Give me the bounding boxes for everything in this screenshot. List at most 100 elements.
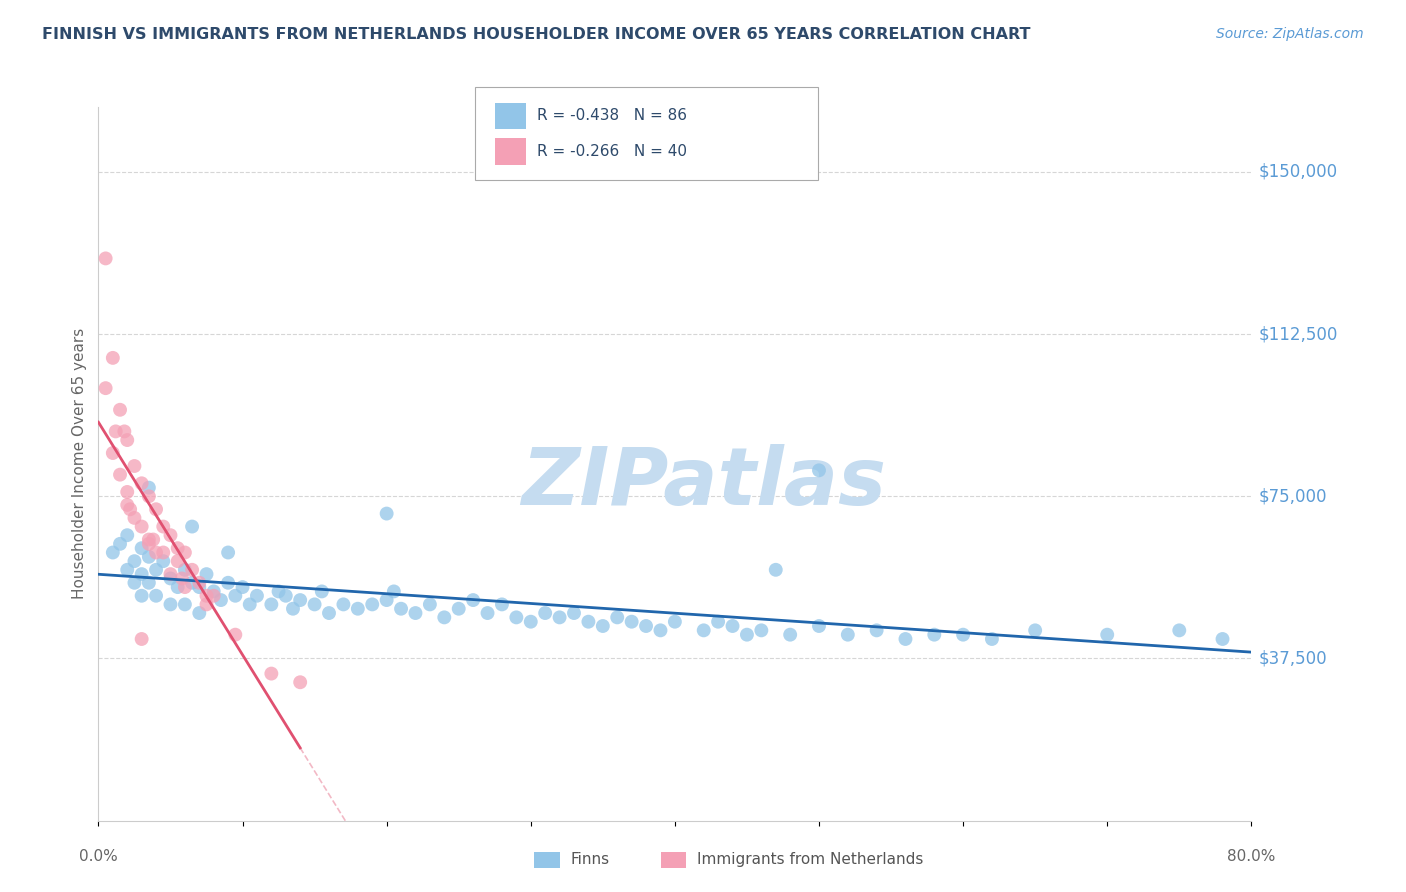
- Point: [188, 575, 211, 590]
- Point: [217, 575, 239, 590]
- Point: [124, 554, 146, 568]
- Point: [138, 489, 160, 503]
- Point: [101, 351, 124, 365]
- Point: [112, 425, 135, 439]
- Point: [1168, 624, 1191, 638]
- Text: ZIPatlas: ZIPatlas: [522, 444, 886, 523]
- Point: [318, 606, 340, 620]
- Point: [145, 502, 167, 516]
- Point: [491, 598, 513, 612]
- Point: [131, 519, 153, 533]
- Point: [202, 584, 225, 599]
- Point: [152, 545, 174, 559]
- Point: [807, 463, 830, 477]
- Point: [1212, 632, 1234, 646]
- Point: [117, 528, 138, 542]
- Point: [382, 584, 405, 599]
- Point: [779, 628, 801, 642]
- Point: [267, 584, 290, 599]
- Point: [94, 252, 117, 266]
- Text: Finns: Finns: [571, 853, 610, 867]
- Point: [735, 628, 758, 642]
- Point: [311, 584, 333, 599]
- Point: [166, 554, 188, 568]
- Point: [108, 467, 131, 482]
- Point: [166, 580, 188, 594]
- Text: $112,500: $112,500: [1258, 325, 1337, 343]
- Point: [138, 537, 160, 551]
- Point: [174, 563, 197, 577]
- Point: [174, 545, 197, 559]
- Point: [152, 554, 174, 568]
- Point: [195, 598, 218, 612]
- Point: [520, 615, 543, 629]
- Point: [145, 545, 167, 559]
- Point: [477, 606, 499, 620]
- Point: [274, 589, 297, 603]
- Point: [952, 628, 974, 642]
- Point: [131, 589, 153, 603]
- Point: [108, 537, 131, 551]
- Point: [246, 589, 269, 603]
- Point: [131, 632, 153, 646]
- Point: [576, 615, 599, 629]
- Text: Source: ZipAtlas.com: Source: ZipAtlas.com: [1216, 27, 1364, 41]
- Point: [375, 593, 398, 607]
- Point: [239, 598, 262, 612]
- Point: [138, 481, 160, 495]
- Point: [505, 610, 527, 624]
- Point: [188, 580, 211, 594]
- Point: [181, 575, 204, 590]
- Text: $150,000: $150,000: [1258, 163, 1337, 181]
- Point: [166, 541, 188, 556]
- Point: [202, 589, 225, 603]
- Point: [433, 610, 456, 624]
- Point: [664, 615, 686, 629]
- Point: [124, 511, 146, 525]
- Point: [389, 601, 412, 615]
- Point: [693, 624, 716, 638]
- Point: [195, 589, 218, 603]
- Point: [117, 485, 138, 500]
- Point: [562, 606, 585, 620]
- Point: [405, 606, 427, 620]
- Text: Immigrants from Netherlands: Immigrants from Netherlands: [697, 853, 924, 867]
- Point: [159, 567, 181, 582]
- Point: [142, 533, 165, 547]
- Point: [447, 601, 470, 615]
- Point: [181, 519, 204, 533]
- Point: [124, 458, 146, 473]
- Point: [174, 598, 197, 612]
- Point: [650, 624, 672, 638]
- Text: R = -0.266   N = 40: R = -0.266 N = 40: [537, 145, 688, 159]
- Point: [361, 598, 384, 612]
- Point: [159, 571, 181, 585]
- Point: [534, 606, 557, 620]
- Point: [117, 498, 138, 512]
- Point: [101, 446, 124, 460]
- Point: [461, 593, 484, 607]
- Point: [117, 563, 138, 577]
- Point: [592, 619, 614, 633]
- Point: [548, 610, 571, 624]
- Point: [281, 601, 304, 615]
- Point: [346, 601, 368, 615]
- Point: [120, 502, 142, 516]
- Point: [195, 567, 218, 582]
- Point: [807, 619, 830, 633]
- Point: [131, 567, 153, 582]
- Y-axis label: Householder Income Over 65 years: Householder Income Over 65 years: [72, 328, 87, 599]
- Point: [108, 402, 131, 417]
- Point: [375, 507, 398, 521]
- Point: [138, 575, 160, 590]
- Point: [924, 628, 946, 642]
- Point: [117, 433, 138, 447]
- Point: [865, 624, 889, 638]
- Point: [138, 549, 160, 564]
- Point: [209, 593, 232, 607]
- Text: $75,000: $75,000: [1258, 487, 1327, 505]
- Point: [1024, 624, 1046, 638]
- Point: [159, 598, 181, 612]
- Point: [231, 580, 254, 594]
- Point: [224, 589, 246, 603]
